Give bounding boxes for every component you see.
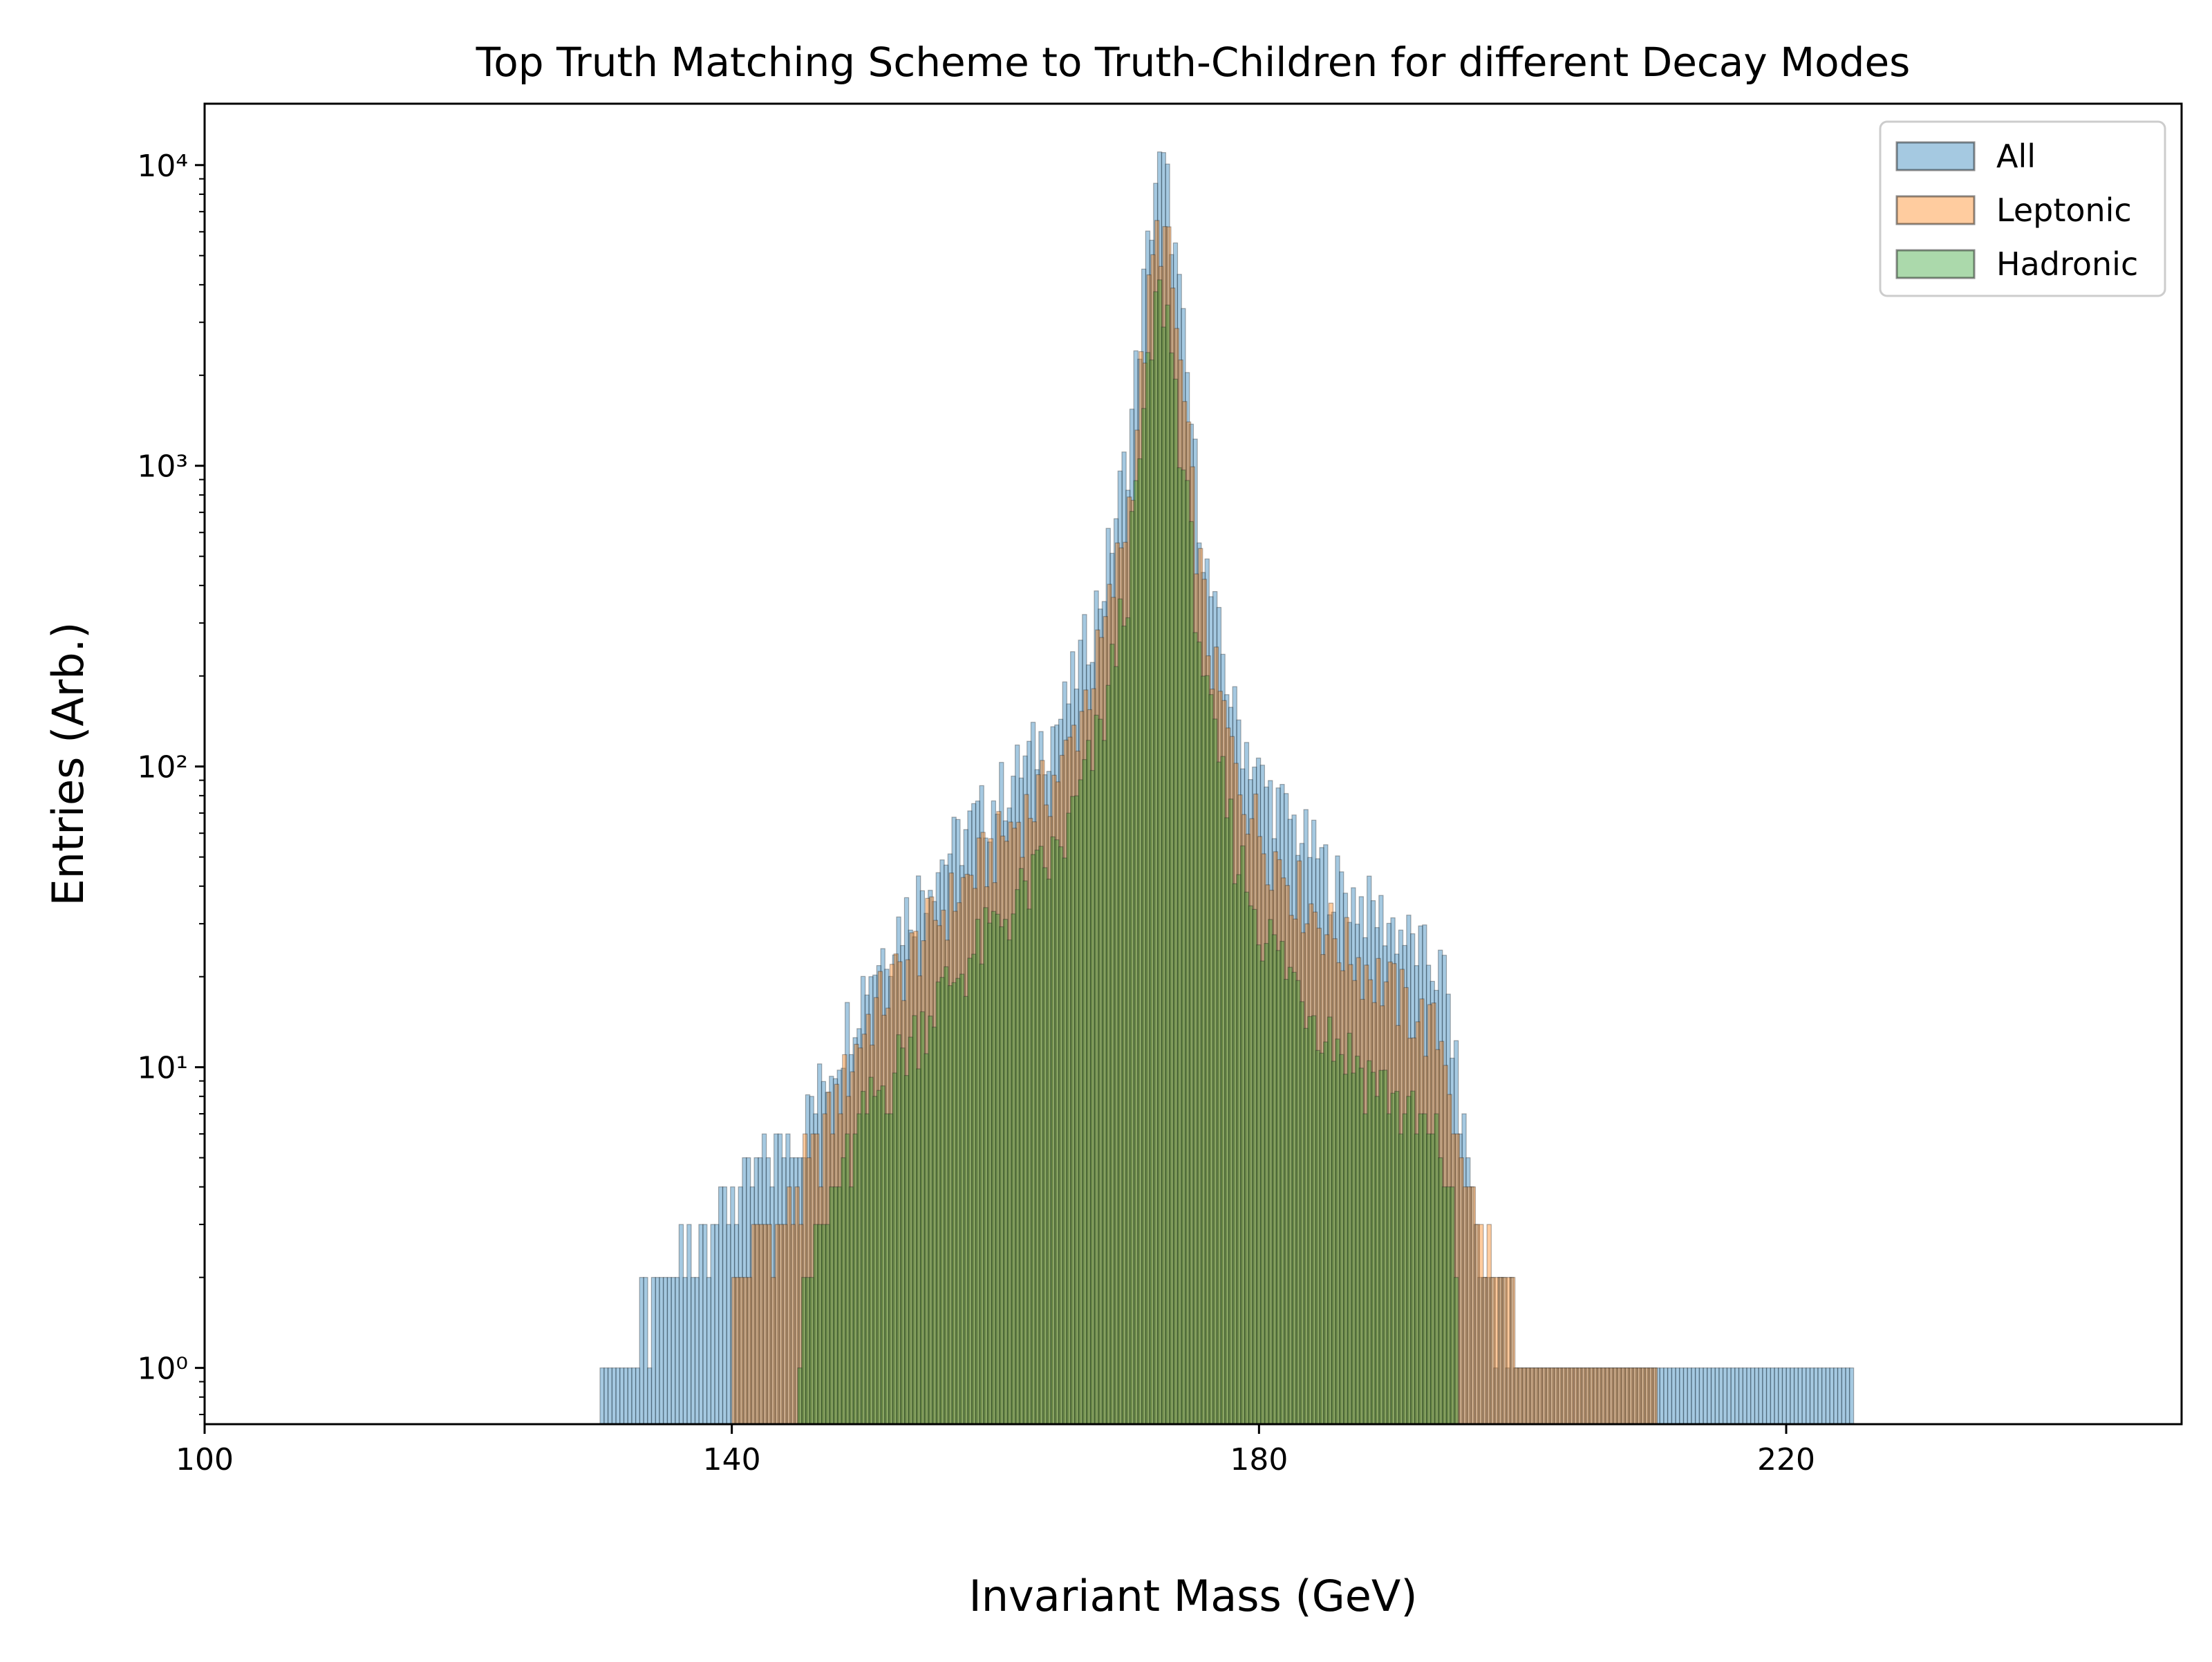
- y-tick-label: 10³: [137, 449, 188, 485]
- y-tick-label: 10⁰: [137, 1352, 188, 1387]
- legend-swatch: [1895, 141, 1976, 171]
- y-tick-label: 10⁴: [137, 149, 188, 184]
- x-tick-label: 140: [703, 1442, 761, 1477]
- series-hadronic: [797, 279, 1459, 1425]
- x-tick-label: 180: [1230, 1442, 1288, 1477]
- legend-frame: [1879, 120, 2166, 297]
- chart-title: Top Truth Matching Scheme to Truth-Child…: [476, 39, 1911, 86]
- x-tick-label: 220: [1757, 1442, 1815, 1477]
- legend: All Leptonic Hadronic: [1879, 120, 2166, 297]
- y-axis-ticks: 10⁰ 10¹ 10² 10³ 10⁴: [137, 149, 205, 1416]
- legend-label: All: [1996, 138, 2036, 175]
- bar: [1652, 1367, 1658, 1425]
- legend-swatch: [1895, 249, 1976, 279]
- series-leptonic: [731, 220, 1658, 1425]
- y-axis-label: Entries (Arb.): [43, 622, 93, 906]
- x-axis-ticks: 100 140 180 220: [176, 1424, 1815, 1477]
- x-axis-label: Invariant Mass (GeV): [968, 1571, 1417, 1621]
- bar: [1848, 1367, 1855, 1425]
- legend-label: Hadronic: [1996, 245, 2138, 283]
- legend-label: Leptonic: [1996, 192, 2132, 229]
- plot-frame: [203, 102, 2183, 1426]
- bar: [1453, 1277, 1459, 1425]
- x-tick-label: 100: [176, 1442, 234, 1477]
- y-tick-label: 10²: [137, 750, 188, 785]
- y-tick-label: 10¹: [137, 1051, 188, 1086]
- legend-swatch: [1895, 195, 1976, 225]
